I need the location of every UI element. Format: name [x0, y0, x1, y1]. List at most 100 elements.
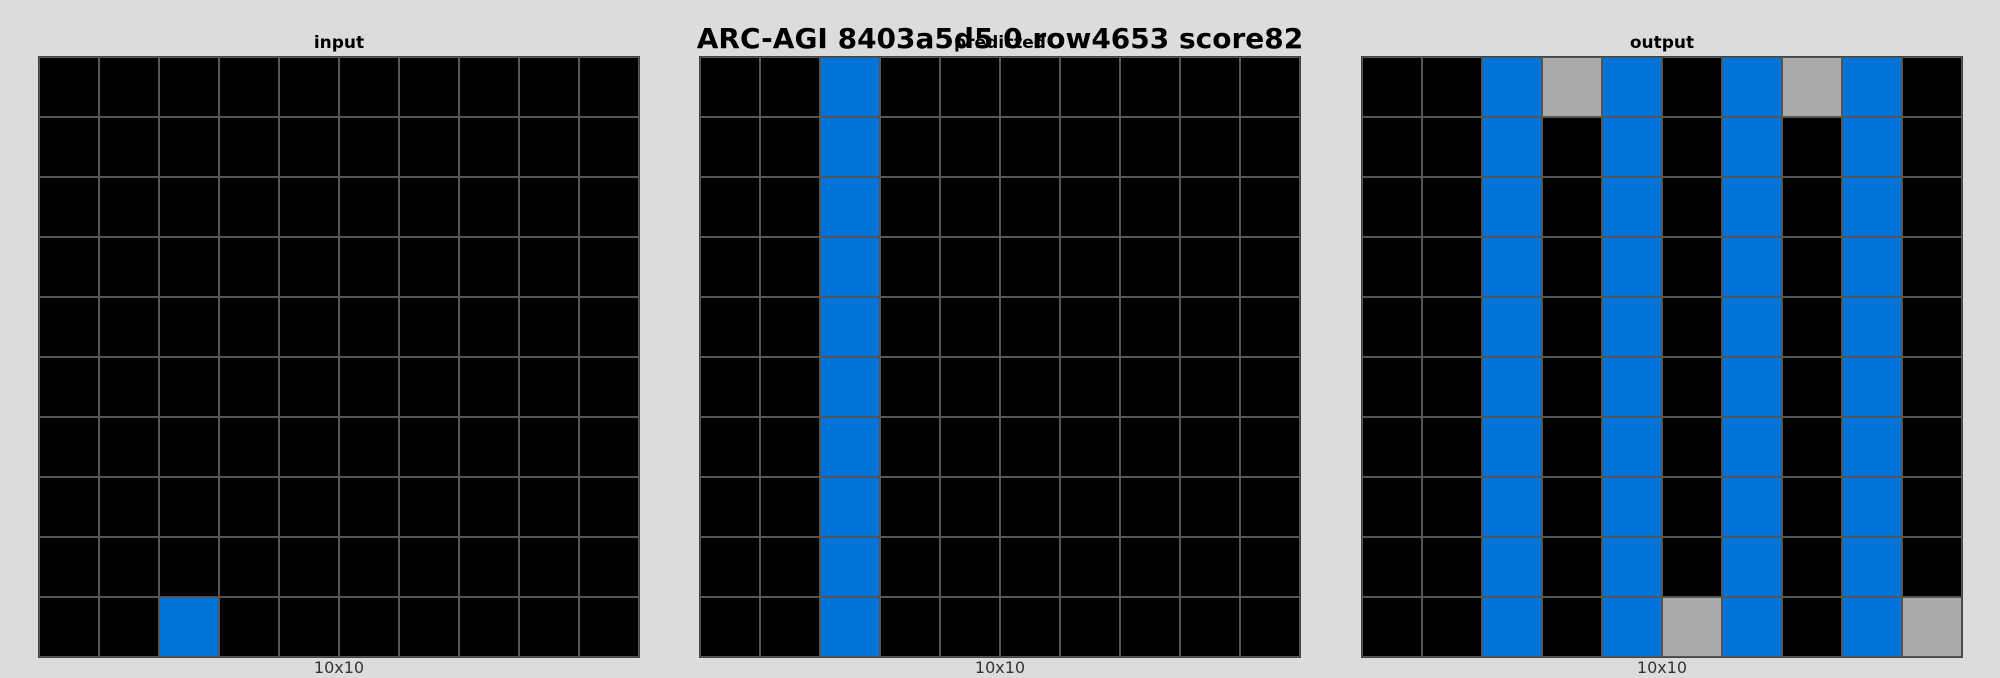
grid-cell: [159, 237, 219, 297]
grid-cell: [99, 57, 159, 117]
grid-cell: [1362, 597, 1422, 657]
grid-cell: [99, 417, 159, 477]
grid-cell: [1422, 297, 1482, 357]
grid-cell: [820, 537, 880, 597]
grid-cell: [339, 537, 399, 597]
grid-cell: [880, 57, 940, 117]
grid-cell: [579, 417, 639, 477]
grid-cell: [579, 537, 639, 597]
grid-cell: [459, 477, 519, 537]
grid-cell: [820, 117, 880, 177]
grid-cell: [1902, 477, 1962, 537]
grid-cell: [579, 297, 639, 357]
grid-cell: [1120, 597, 1180, 657]
grid-cell: [159, 537, 219, 597]
grid-cell: [1542, 117, 1602, 177]
grid-cell: [880, 597, 940, 657]
grid-cell: [940, 417, 1000, 477]
grid-cell: [1180, 57, 1240, 117]
grid-cell: [1542, 477, 1602, 537]
grid-cell: [1482, 57, 1542, 117]
grid-cell: [459, 57, 519, 117]
grid-cell: [39, 297, 99, 357]
grid-cell: [1722, 57, 1782, 117]
grid-cell: [1180, 417, 1240, 477]
grid-cell: [459, 357, 519, 417]
grid-cell: [1422, 417, 1482, 477]
grid-cell: [459, 177, 519, 237]
grid-cell: [1000, 417, 1060, 477]
grid-cell: [279, 477, 339, 537]
grid-cell: [1240, 417, 1300, 477]
grid-cell: [279, 297, 339, 357]
grid-cell: [1422, 57, 1482, 117]
grid-cell: [940, 57, 1000, 117]
grid-cell: [99, 117, 159, 177]
grid-cell: [519, 537, 579, 597]
grid-cell: [760, 357, 820, 417]
grid-cell: [700, 417, 760, 477]
grid-cell: [940, 477, 1000, 537]
grid-cell: [1602, 417, 1662, 477]
grid-cell: [1000, 177, 1060, 237]
grid-cell: [1180, 117, 1240, 177]
grid-cell: [940, 597, 1000, 657]
grid-cell: [1060, 237, 1120, 297]
grid-cell: [1180, 237, 1240, 297]
grid-cell: [760, 297, 820, 357]
grid-cell: [1180, 357, 1240, 417]
grid-cell: [760, 117, 820, 177]
grid-cell: [519, 357, 579, 417]
predicted-label: predicted: [954, 33, 1046, 53]
grid-cell: [579, 357, 639, 417]
grid-cell: [1240, 177, 1300, 237]
grid-cell: [99, 597, 159, 657]
grid-cell: [1602, 177, 1662, 237]
grid-cell: [219, 117, 279, 177]
grid-cell: [39, 477, 99, 537]
output-dims: 10x10: [1636, 658, 1688, 677]
grid-cell: [339, 297, 399, 357]
grid-cell: [399, 297, 459, 357]
grid-cell: [1422, 537, 1482, 597]
grid-cell: [399, 177, 459, 237]
grid-cell: [1842, 237, 1902, 297]
grid-cell: [1060, 417, 1120, 477]
grid-cell: [99, 177, 159, 237]
grid-cell: [339, 597, 399, 657]
grid-cell: [519, 597, 579, 657]
grid-cell: [39, 237, 99, 297]
grid-cell: [1782, 417, 1842, 477]
grid-cell: [1842, 177, 1902, 237]
grid-cell: [1362, 117, 1422, 177]
predicted-panel: predicted 10x10: [699, 0, 1301, 677]
grid-cell: [159, 117, 219, 177]
grid-cell: [519, 237, 579, 297]
grid-cell: [1120, 297, 1180, 357]
grid-cell: [1240, 477, 1300, 537]
grid-cell: [339, 477, 399, 537]
grid-cell: [1482, 297, 1542, 357]
grid-cell: [39, 417, 99, 477]
grid-cell: [1422, 177, 1482, 237]
grid-cell: [1240, 297, 1300, 357]
grid-cell: [1902, 357, 1962, 417]
grid-cell: [1060, 597, 1120, 657]
grid-cell: [1842, 417, 1902, 477]
input-label: input: [313, 33, 365, 53]
grid-cell: [1662, 237, 1722, 297]
grid-cell: [700, 57, 760, 117]
grid-cell: [760, 417, 820, 477]
grid-cell: [1120, 117, 1180, 177]
grid-cell: [1902, 237, 1962, 297]
grid-cell: [1422, 237, 1482, 297]
grid-cell: [399, 477, 459, 537]
grid-cell: [579, 237, 639, 297]
grid-cell: [1120, 477, 1180, 537]
grid-cell: [1362, 237, 1422, 297]
grid-cell: [940, 117, 1000, 177]
grid-cell: [820, 417, 880, 477]
grid-cell: [880, 237, 940, 297]
grid-cell: [519, 417, 579, 477]
grid-cell: [1722, 417, 1782, 477]
